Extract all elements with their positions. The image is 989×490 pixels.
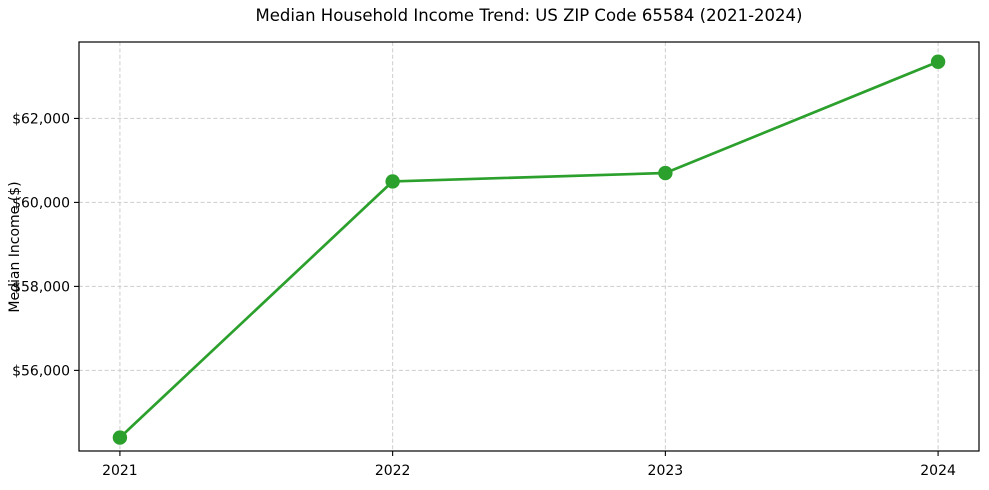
y-axis-label: Median Income ($) (7, 181, 23, 313)
x-tick-label: 2022 (375, 463, 411, 479)
x-tick-label: 2023 (648, 463, 684, 479)
chart-title: Median Household Income Trend: US ZIP Co… (255, 6, 803, 25)
x-tick-label: 2021 (102, 463, 138, 479)
x-tick-label: 2024 (920, 463, 956, 479)
trend-line (118, 60, 940, 439)
data-point-2023 (658, 165, 673, 181)
y-tick-label: $56,000 (12, 363, 70, 379)
y-tick-label: $58,000 (12, 279, 70, 295)
data-point-2021 (112, 430, 128, 445)
y-tick-label: $62,000 (12, 111, 70, 127)
plot-border (78, 41, 980, 452)
data-point-2024 (930, 54, 946, 69)
data-point-2022 (385, 174, 400, 189)
y-tick-label: $60,000 (12, 195, 70, 211)
